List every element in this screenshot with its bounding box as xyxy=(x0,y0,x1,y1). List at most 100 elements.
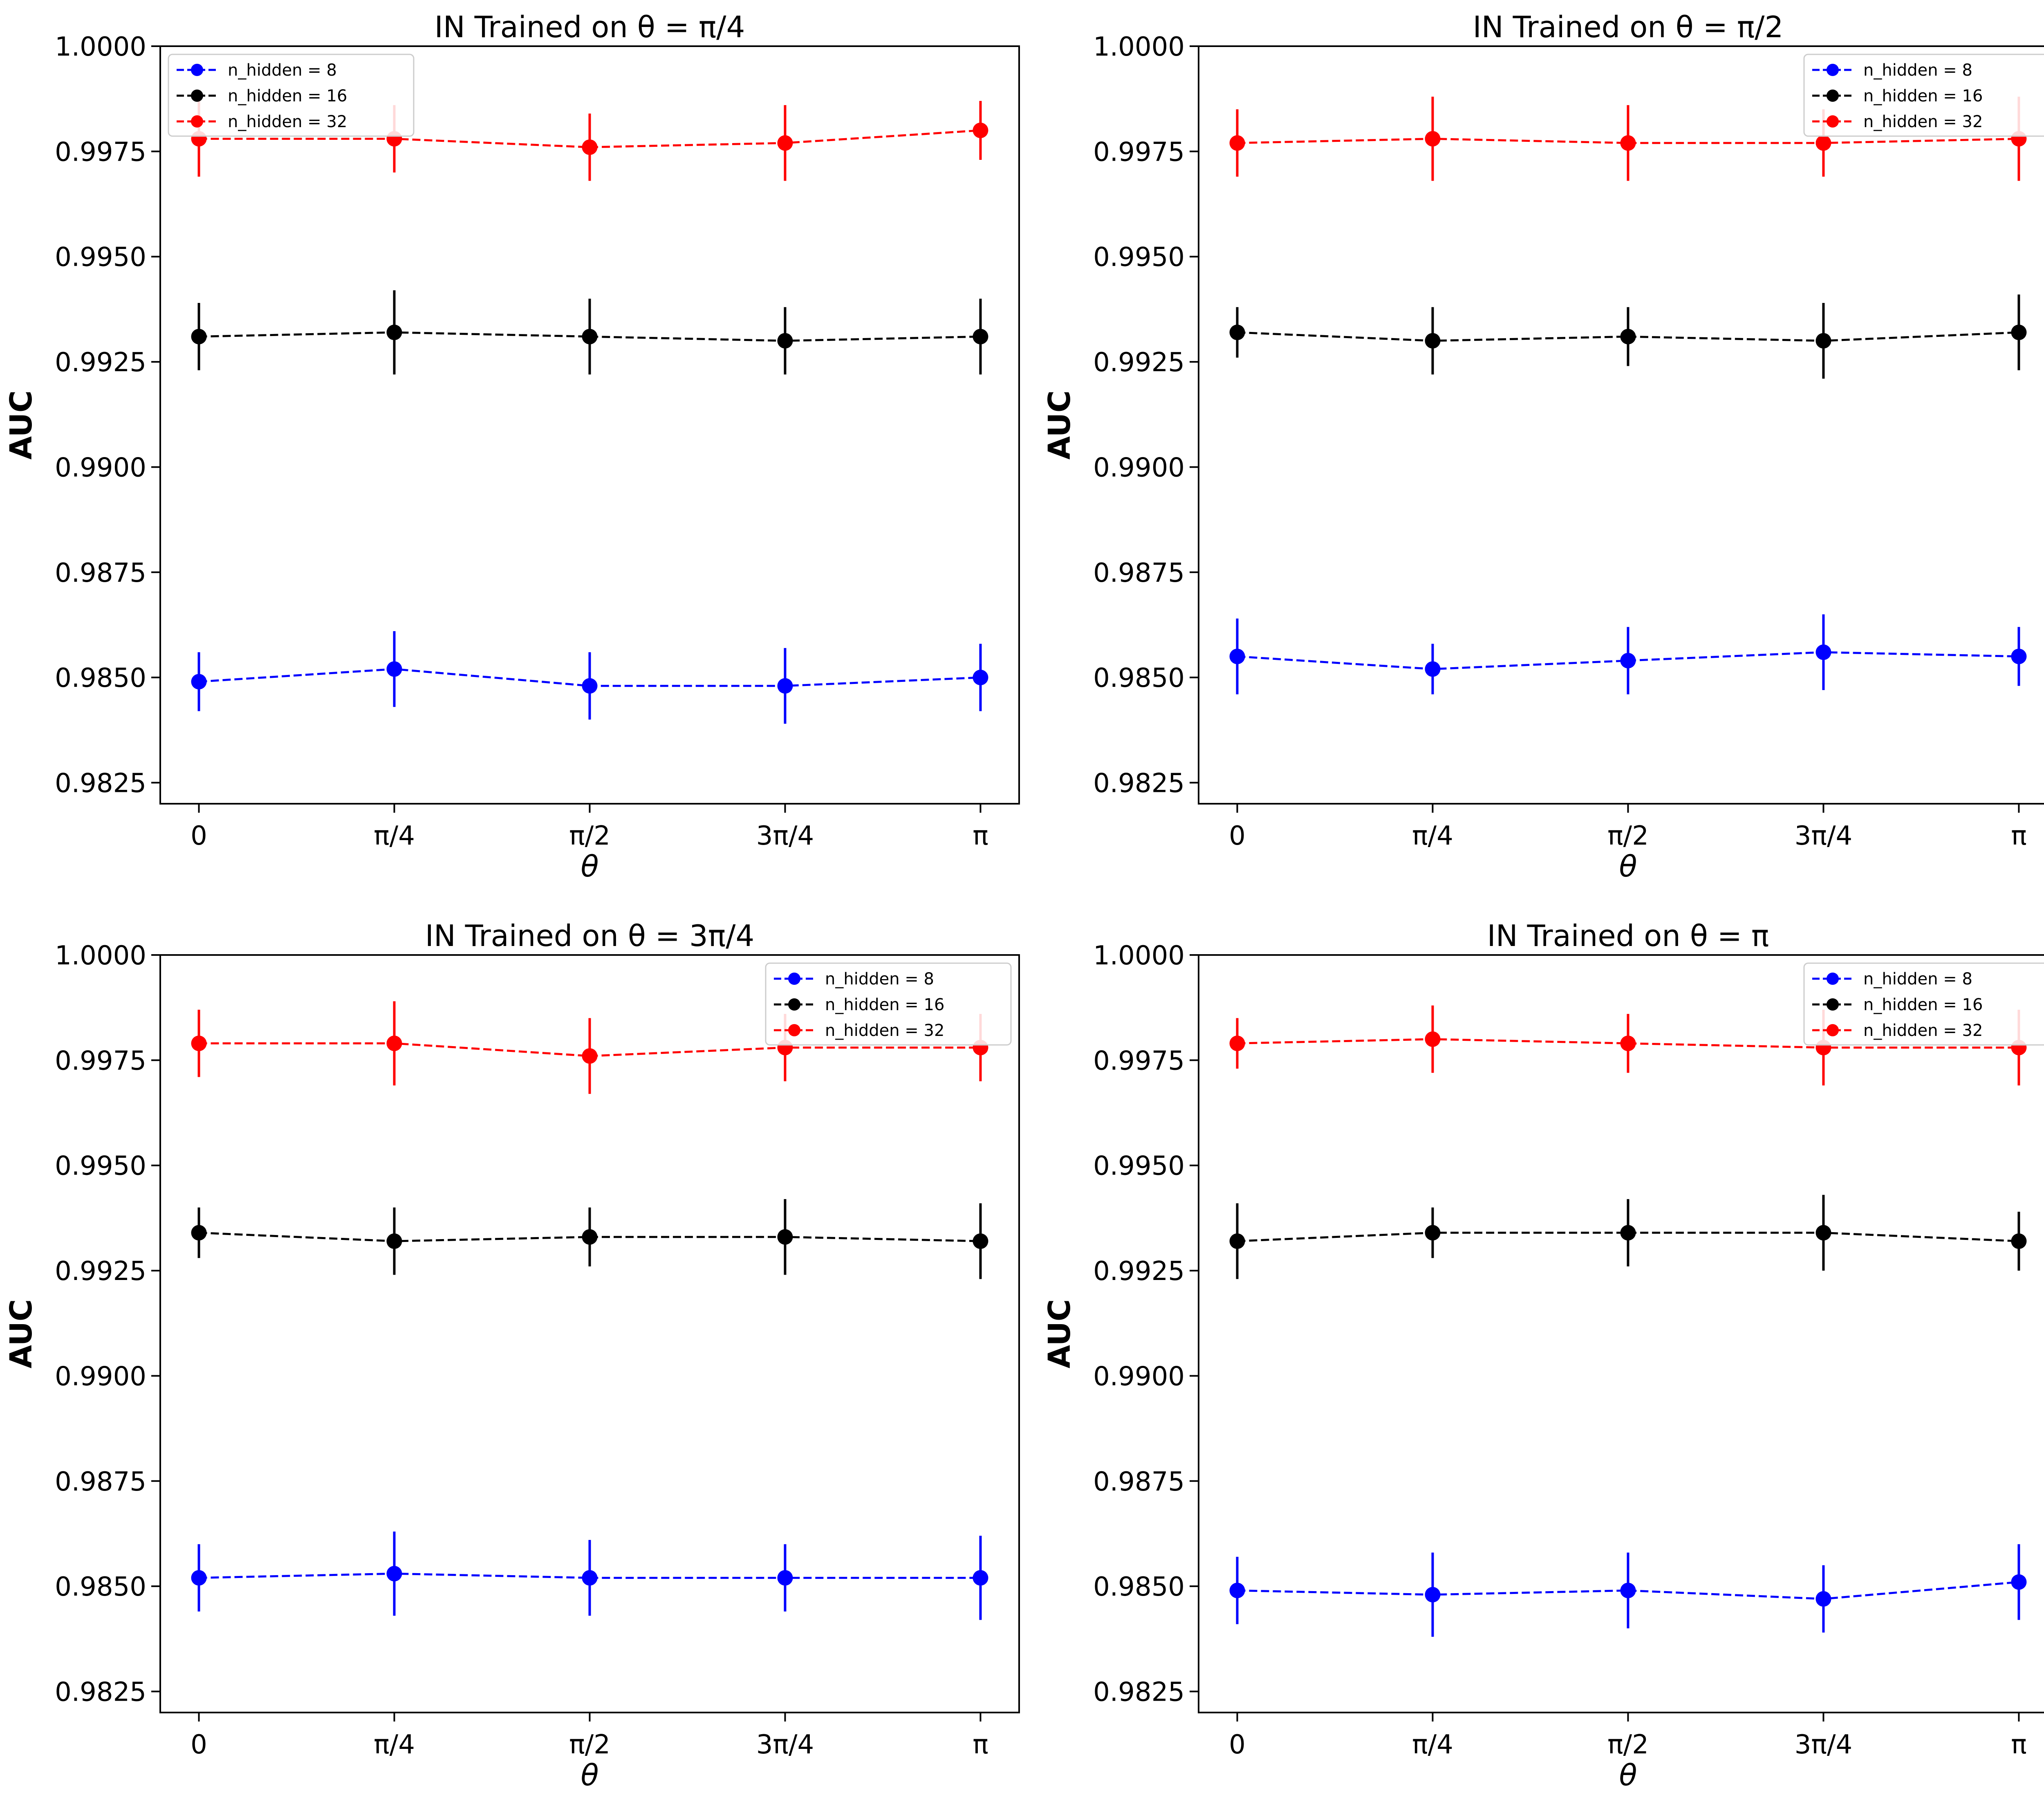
y-tick-label: 0.9850 xyxy=(1093,663,1185,693)
data-point xyxy=(1815,644,1831,660)
y-axis-label: AUC xyxy=(1042,390,1077,460)
data-point xyxy=(582,329,598,345)
data-point xyxy=(1620,652,1636,668)
legend-label: n_hidden = 16 xyxy=(825,995,944,1014)
data-point xyxy=(582,1229,598,1245)
y-tick-label: 0.9875 xyxy=(1093,558,1185,588)
legend-box xyxy=(1803,962,2044,1046)
data-point xyxy=(1229,1036,1245,1051)
data-point xyxy=(1229,135,1245,151)
x-tick-label: π/2 xyxy=(569,821,610,851)
y-tick-label: 0.9950 xyxy=(55,242,146,273)
data-point xyxy=(2011,648,2027,664)
legend-label: n_hidden = 16 xyxy=(1863,87,1983,105)
series-3 xyxy=(1229,96,2027,181)
y-tick-label: 0.9925 xyxy=(1093,1256,1185,1287)
data-point xyxy=(1815,135,1831,151)
y-tick-label: 0.9850 xyxy=(55,663,146,693)
data-point xyxy=(777,135,793,151)
data-point xyxy=(191,674,207,690)
x-tick-label: π/2 xyxy=(1607,821,1649,851)
x-tick-label: π xyxy=(973,1730,988,1760)
y-tick-label: 0.9825 xyxy=(55,1677,146,1708)
legend-label: n_hidden = 32 xyxy=(825,1021,944,1040)
data-point xyxy=(1425,1587,1441,1603)
x-tick-label: 3π/4 xyxy=(756,1730,814,1760)
legend-marker xyxy=(1827,115,1839,128)
data-point xyxy=(582,678,598,694)
data-point xyxy=(1815,1225,1831,1241)
x-tick-label: π/2 xyxy=(1607,1730,1649,1760)
data-point xyxy=(973,670,988,686)
y-tick-label: 0.9975 xyxy=(55,137,146,167)
legend-box xyxy=(1803,54,2044,137)
legend-marker xyxy=(1827,1024,1839,1036)
data-point xyxy=(1620,1583,1636,1598)
data-point xyxy=(1620,135,1636,151)
data-point xyxy=(191,1036,207,1051)
data-point xyxy=(777,1229,793,1245)
y-tick-label: 1.0000 xyxy=(1093,941,1185,971)
x-tick-label: π xyxy=(2011,821,2027,851)
y-tick-label: 0.9850 xyxy=(1093,1572,1185,1602)
x-axis-label: θ xyxy=(1619,849,1637,883)
data-point xyxy=(1425,131,1441,147)
y-tick-label: 0.9950 xyxy=(55,1151,146,1181)
legend-label: n_hidden = 32 xyxy=(1863,1021,1983,1040)
data-point xyxy=(1229,1233,1245,1249)
panel-title: IN Trained on θ = 3π/4 xyxy=(425,919,755,953)
panel-title: IN Trained on θ = π/2 xyxy=(1473,10,1784,44)
y-tick-label: 0.9900 xyxy=(55,453,146,483)
x-axis-label: θ xyxy=(580,1758,598,1792)
legend-label: n_hidden = 8 xyxy=(825,970,934,989)
data-point xyxy=(386,1233,402,1249)
y-tick-label: 0.9900 xyxy=(1093,1361,1185,1392)
y-tick-label: 0.9850 xyxy=(55,1572,146,1602)
legend-marker xyxy=(1827,64,1839,76)
x-tick-label: π/2 xyxy=(569,1730,610,1760)
y-tick-label: 0.9875 xyxy=(55,558,146,588)
data-point xyxy=(777,678,793,694)
data-point xyxy=(1229,1583,1245,1598)
legend-marker xyxy=(191,90,203,102)
panel-3: IN Trained on θ = 3π/4 1.0000 0.9975 0.9950… xyxy=(4,919,1020,1792)
data-point xyxy=(582,1048,598,1064)
x-tick-label: 3π/4 xyxy=(1795,1730,1853,1760)
data-point xyxy=(1425,1031,1441,1047)
data-point xyxy=(1425,661,1441,677)
data-point xyxy=(582,1570,598,1586)
y-tick-label: 0.9900 xyxy=(55,1361,146,1392)
y-tick-label: 0.9825 xyxy=(1093,769,1185,799)
y-tick-label: 1.0000 xyxy=(1093,32,1185,62)
legend-marker xyxy=(1827,90,1839,102)
data-point xyxy=(973,122,988,138)
y-tick-label: 0.9975 xyxy=(1093,137,1185,167)
legend: n_hidden = 8 n_hidden = 16 n_hidden = 32 xyxy=(1803,962,2044,1046)
y-tick-label: 0.9925 xyxy=(1093,347,1185,378)
y-tick-label: 0.9875 xyxy=(55,1467,146,1497)
y-tick-label: 0.9825 xyxy=(55,769,146,799)
data-point xyxy=(191,1570,207,1586)
y-axis-label: AUC xyxy=(4,390,39,460)
x-tick-label: 0 xyxy=(1229,1730,1246,1760)
panel-4: IN Trained on θ = π 1.0000 0.9975 0.9950 0.9… xyxy=(1042,919,2044,1792)
data-point xyxy=(386,1566,402,1582)
series-2 xyxy=(1229,294,2027,379)
panel-title: IN Trained on θ = π/4 xyxy=(435,10,745,44)
data-point xyxy=(1425,333,1441,349)
plot-frame xyxy=(1198,45,2044,805)
legend-box xyxy=(765,962,1012,1046)
y-axis-label: AUC xyxy=(1042,1299,1077,1368)
legend-label: n_hidden = 8 xyxy=(1863,970,1972,989)
x-tick-label: 0 xyxy=(1229,821,1246,851)
y-tick-label: 0.9975 xyxy=(1093,1046,1185,1076)
data-point xyxy=(191,329,207,345)
data-point xyxy=(1229,325,1245,341)
x-axis-label: θ xyxy=(1619,1758,1637,1792)
legend-label: n_hidden = 8 xyxy=(1863,61,1972,80)
data-point xyxy=(973,329,988,345)
x-tick-label: 3π/4 xyxy=(1795,821,1853,851)
x-tick-label: π/4 xyxy=(374,1730,415,1760)
legend-marker xyxy=(788,1024,800,1036)
data-point xyxy=(1229,648,1245,664)
